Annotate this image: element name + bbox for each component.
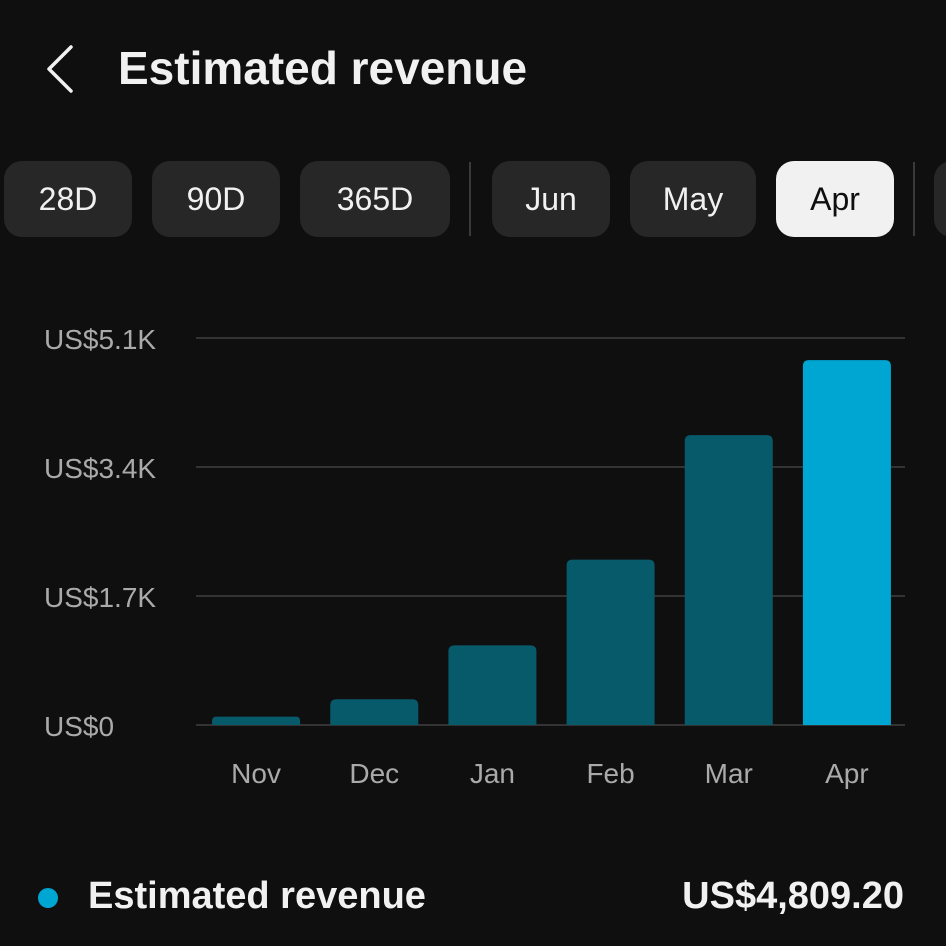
chip-divider	[913, 162, 915, 236]
chip-overflow[interactable]	[934, 161, 946, 237]
bar-feb[interactable]	[566, 559, 655, 725]
bar-apr[interactable]	[802, 360, 891, 725]
page-title: Estimated revenue	[118, 42, 528, 94]
bar-dec[interactable]	[330, 699, 419, 725]
chevron-left-icon	[47, 45, 73, 93]
chip-jun[interactable]: Jun	[492, 161, 610, 237]
y-tick-label: US$1.7K	[44, 582, 156, 613]
x-tick-label: Feb	[586, 758, 634, 789]
legend-dot	[38, 888, 58, 908]
back-button[interactable]	[30, 36, 90, 102]
x-tick-label: Mar	[705, 758, 753, 789]
y-tick-label: US$0	[44, 711, 114, 742]
bar-mar[interactable]	[684, 435, 773, 725]
header: Estimated revenue	[0, 0, 946, 140]
x-tick-label: Dec	[349, 758, 399, 789]
revenue-chart: US$0 US$1.7K US$3.4K US$5.1K Nov Dec Jan Feb Mar…	[0, 300, 946, 810]
revenue-bar-chart: US$0 US$1.7K US$3.4K US$5.1K Nov Dec Jan Feb Mar…	[44, 324, 905, 789]
x-tick-label: Apr	[825, 758, 869, 789]
chip-may[interactable]: May	[630, 161, 756, 237]
y-tick-label: US$3.4K	[44, 453, 156, 484]
chip-28d[interactable]: 28D	[4, 161, 132, 237]
summary-value: US$4,809.20	[682, 875, 904, 917]
chip-365d[interactable]: 365D	[300, 161, 450, 237]
chip-divider	[469, 162, 471, 236]
summary-row[interactable]: Estimated revenue US$4,809.20	[0, 860, 946, 936]
y-tick-label: US$5.1K	[44, 324, 156, 355]
bar-jan[interactable]	[448, 645, 537, 725]
period-chip-bar: 28D 90D 365D Jun May Apr	[0, 160, 946, 240]
summary-label: Estimated revenue	[88, 875, 426, 917]
bar-nov[interactable]	[212, 716, 301, 725]
chip-90d[interactable]: 90D	[152, 161, 280, 237]
chip-apr[interactable]: Apr	[776, 161, 894, 237]
x-tick-label: Jan	[470, 758, 515, 789]
x-tick-label: Nov	[231, 758, 281, 789]
